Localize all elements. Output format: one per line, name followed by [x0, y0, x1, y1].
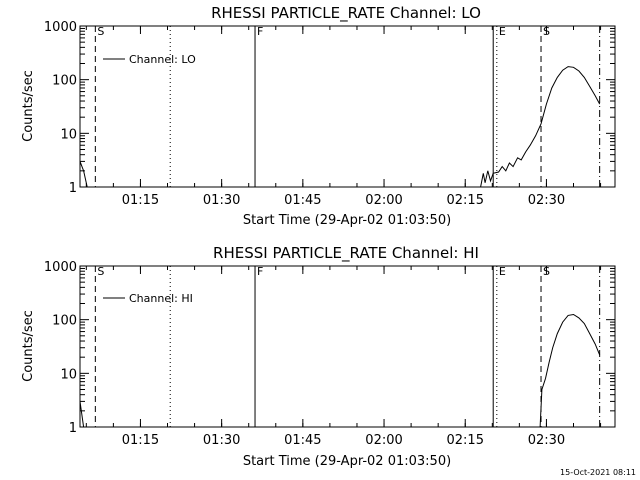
y-tick-label: 1 [69, 181, 77, 196]
y-tick-label: 100 [52, 314, 77, 329]
y-axis-label: Counts/sec [21, 310, 36, 382]
axis-ticks: 1 10 100 1000 01:15 01:30 01:45 02:00 02:15 02:30 [44, 20, 615, 208]
y-tick-label: 1000 [44, 260, 77, 275]
x-tick-label: 02:00 [365, 193, 402, 208]
y-tick-label: 100 [52, 74, 77, 89]
legend-label: Channel: LO [129, 53, 196, 66]
x-tick-label: 01:15 [122, 193, 159, 208]
y-tick-label: 1 [69, 421, 77, 436]
y-axis-label: Counts/sec [21, 70, 36, 142]
y-tick-label: 10 [60, 367, 77, 382]
x-tick-label: 02:30 [528, 433, 565, 448]
event-marker-label: S [543, 25, 550, 38]
x-tick-label: 01:30 [203, 433, 240, 448]
event-marker-label: E [499, 25, 506, 38]
chart-title: RHESSI PARTICLE_RATE Channel: HI [213, 244, 479, 263]
event-marker-label: F [257, 25, 263, 38]
plot-frame [79, 265, 616, 428]
x-tick-label: 02:00 [365, 433, 402, 448]
x-tick-label: 02:15 [447, 193, 484, 208]
x-tick-label: 01:30 [203, 193, 240, 208]
y-tick-label: 1000 [44, 20, 77, 35]
footer-timestamp: 15-Oct-2021 08:11 [560, 468, 636, 477]
y-tick-label: 10 [60, 127, 77, 142]
legend-label: Channel: HI [129, 292, 193, 305]
event-marker-label: S [97, 25, 104, 38]
axis-ticks: 1 10 100 1000 01:15 01:30 01:45 02:00 02:15 02:30 [44, 260, 615, 448]
x-tick-label: 02:15 [447, 433, 484, 448]
x-tick-label: 02:30 [528, 193, 565, 208]
x-tick-label: 01:45 [284, 433, 321, 448]
series-line [79, 66, 601, 188]
event-marker-label: S [97, 265, 104, 278]
chart-title: RHESSI PARTICLE_RATE Channel: LO [211, 4, 481, 23]
event-marker-label: F [257, 265, 263, 278]
x-tick-label: 01:15 [122, 433, 159, 448]
chart-panel-hi: RHESSI PARTICLE_RATE Channel: HI 1101001… [21, 244, 616, 469]
x-axis-label: Start Time (29-Apr-02 01:03:50) [243, 213, 451, 228]
plot-frame [79, 25, 616, 188]
event-marker-label: E [499, 265, 506, 278]
x-axis-label: Start Time (29-Apr-02 01:03:50) [243, 454, 451, 469]
event-marker-label: S [543, 265, 550, 278]
x-tick-label: 01:45 [284, 193, 321, 208]
series-line [79, 313, 601, 428]
chart-panel-lo: RHESSI PARTICLE_RATE Channel: LO 1101001… [21, 4, 616, 228]
